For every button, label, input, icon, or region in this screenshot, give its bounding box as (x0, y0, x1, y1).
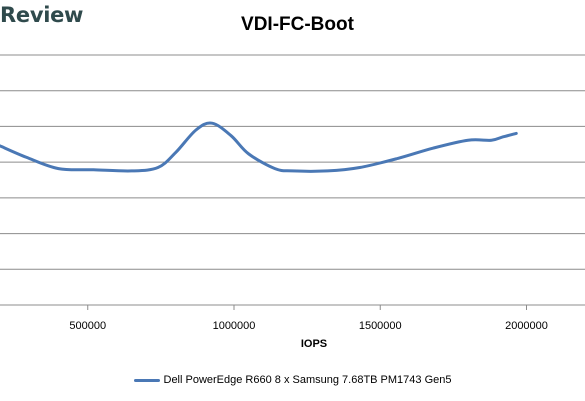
x-axis-ticks: 500000 1000000 1500000 2000000 (69, 305, 548, 332)
legend-swatch (133, 378, 160, 382)
x-axis-title: IOPS (301, 338, 327, 350)
x-tick-label: 500000 (69, 320, 106, 332)
x-tick-label: 1500000 (359, 320, 402, 332)
series-lines (0, 121, 518, 173)
legend-label: Dell PowerEdge R660 8 x Samsung 7.68TB P… (163, 374, 452, 386)
x-tick-label: 1000000 (213, 320, 256, 332)
series-line (0, 121, 518, 173)
chart-title: VDI-FC-Boot (241, 14, 354, 35)
legend: Dell PowerEdge R660 8 x Samsung 7.68TB P… (0, 374, 585, 386)
brand-logo-text: Review (0, 3, 84, 27)
gridlines (0, 54, 585, 306)
x-tick-label: 2000000 (505, 320, 548, 332)
